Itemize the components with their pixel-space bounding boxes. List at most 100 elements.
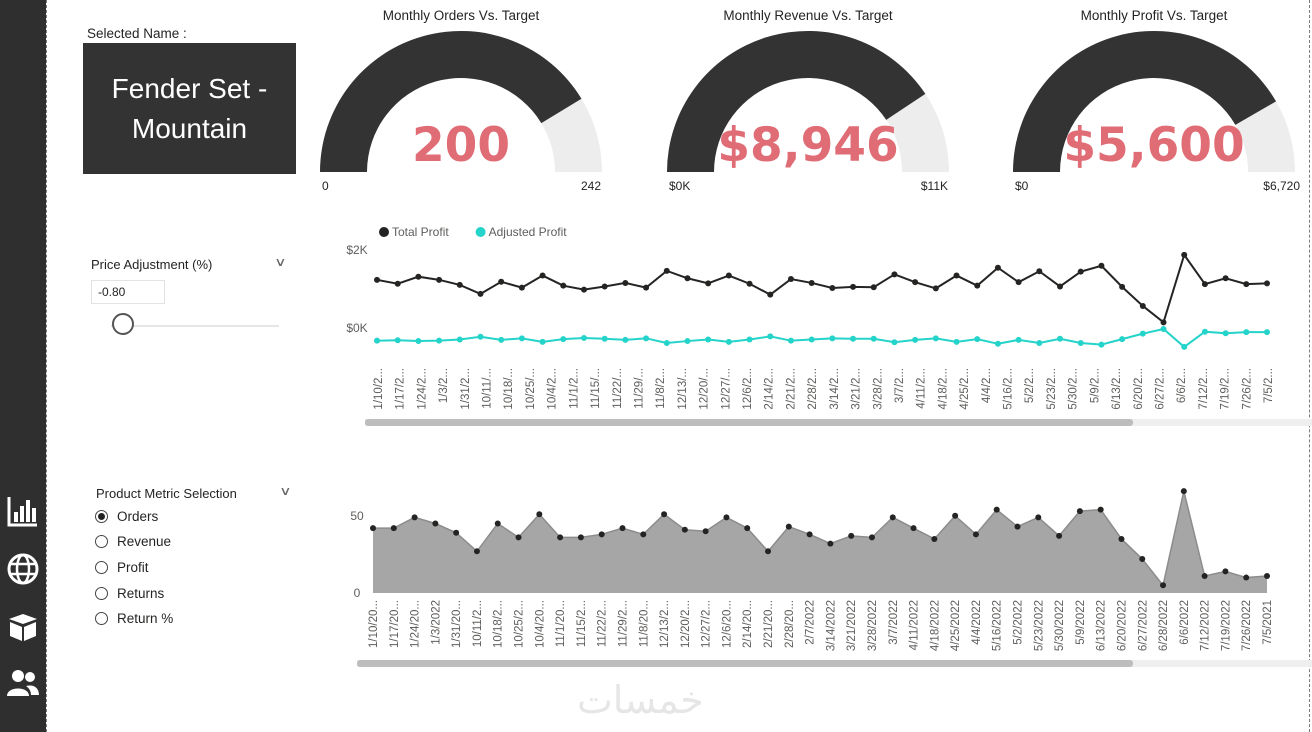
data-point[interactable]	[518, 284, 525, 291]
data-point[interactable]	[850, 335, 857, 342]
data-point[interactable]	[746, 336, 753, 343]
revenue-gauge[interactable]: Monthly Revenue Vs. Target $8,946 $0K $1…	[660, 0, 956, 200]
data-point[interactable]	[1118, 535, 1125, 542]
data-point[interactable]	[725, 272, 732, 279]
data-point[interactable]	[1201, 328, 1208, 335]
data-point[interactable]	[1160, 319, 1167, 326]
data-point[interactable]	[1014, 523, 1021, 530]
data-point[interactable]	[390, 525, 397, 532]
users-icon[interactable]	[6, 666, 40, 700]
data-point[interactable]	[1139, 330, 1146, 337]
data-point[interactable]	[415, 273, 422, 280]
box-icon[interactable]	[6, 610, 40, 644]
data-point[interactable]	[767, 291, 774, 298]
data-point[interactable]	[1222, 275, 1229, 282]
data-point[interactable]	[1160, 325, 1167, 332]
data-point[interactable]	[808, 336, 815, 343]
data-point[interactable]	[1160, 582, 1167, 589]
data-point[interactable]	[1201, 281, 1208, 288]
data-point[interactable]	[601, 283, 608, 290]
data-point[interactable]	[619, 525, 626, 532]
data-point[interactable]	[643, 284, 650, 291]
data-point[interactable]	[787, 337, 794, 344]
data-point[interactable]	[1057, 335, 1064, 342]
data-point[interactable]	[1139, 302, 1146, 309]
data-point[interactable]	[1036, 340, 1043, 347]
data-point[interactable]	[912, 336, 919, 343]
data-point[interactable]	[891, 271, 898, 278]
data-point[interactable]	[1119, 336, 1126, 343]
metric-option-returns[interactable]: Returns	[95, 583, 164, 603]
data-point[interactable]	[932, 335, 939, 342]
data-point[interactable]	[1098, 341, 1105, 348]
data-point[interactable]	[432, 520, 439, 527]
radio-button[interactable]	[95, 560, 108, 574]
data-point[interactable]	[539, 272, 546, 279]
data-point[interactable]	[622, 336, 629, 343]
area-chart-scrollbar[interactable]	[357, 660, 1133, 667]
data-point[interactable]	[456, 281, 463, 288]
globe-icon[interactable]	[6, 552, 40, 586]
data-point[interactable]	[723, 514, 730, 521]
data-point[interactable]	[1056, 532, 1063, 539]
data-point[interactable]	[702, 528, 709, 535]
data-point[interactable]	[725, 338, 732, 345]
data-point[interactable]	[456, 336, 463, 343]
data-point[interactable]	[473, 548, 480, 555]
data-point[interactable]	[1264, 280, 1270, 287]
data-point[interactable]	[932, 285, 939, 292]
data-point[interactable]	[1222, 568, 1229, 575]
data-point[interactable]	[539, 338, 546, 345]
data-point[interactable]	[870, 284, 877, 291]
data-point[interactable]	[808, 279, 815, 286]
data-point[interactable]	[498, 278, 505, 285]
data-point[interactable]	[498, 336, 505, 343]
radio-button[interactable]	[95, 535, 108, 549]
data-point[interactable]	[910, 525, 917, 532]
data-point[interactable]	[394, 337, 401, 344]
data-point[interactable]	[1077, 268, 1084, 275]
data-point[interactable]	[870, 335, 877, 342]
data-point[interactable]	[436, 276, 443, 283]
data-point[interactable]	[1035, 514, 1042, 521]
data-point[interactable]	[684, 275, 691, 282]
data-point[interactable]	[1015, 279, 1022, 286]
data-point[interactable]	[994, 340, 1001, 347]
data-point[interactable]	[912, 279, 919, 286]
chevron-down-icon[interactable]: ∨	[279, 484, 292, 498]
data-point[interactable]	[536, 511, 543, 518]
data-point[interactable]	[744, 525, 751, 532]
data-point[interactable]	[891, 339, 898, 346]
legend-label[interactable]: Total Profit	[392, 225, 449, 239]
data-point[interactable]	[1180, 488, 1187, 495]
data-point[interactable]	[1036, 268, 1043, 275]
legend-label[interactable]: Adjusted Profit	[489, 225, 568, 239]
data-point[interactable]	[598, 531, 605, 538]
data-point[interactable]	[577, 534, 584, 541]
metric-option-return[interactable]: Return %	[95, 609, 173, 629]
data-point[interactable]	[746, 280, 753, 287]
data-point[interactable]	[601, 335, 608, 342]
chevron-down-icon[interactable]: ∨	[274, 255, 287, 269]
data-point[interactable]	[560, 336, 567, 343]
data-point[interactable]	[787, 276, 794, 283]
price-slider-track[interactable]	[111, 325, 279, 327]
data-point[interactable]	[765, 548, 772, 555]
price-slider-thumb[interactable]	[112, 313, 134, 335]
data-point[interactable]	[953, 338, 960, 345]
profit-gauge[interactable]: Monthly Profit Vs. Target $5,600 $0 $6,7…	[1006, 0, 1302, 200]
data-point[interactable]	[1057, 283, 1064, 290]
data-point[interactable]	[494, 520, 501, 527]
data-point[interactable]	[931, 535, 938, 542]
data-point[interactable]	[829, 335, 836, 342]
data-point[interactable]	[560, 282, 567, 289]
data-point[interactable]	[477, 333, 484, 340]
data-point[interactable]	[974, 282, 981, 289]
data-point[interactable]	[580, 334, 587, 341]
data-point[interactable]	[994, 264, 1001, 271]
data-point[interactable]	[889, 514, 896, 521]
data-point[interactable]	[681, 526, 688, 533]
data-point[interactable]	[411, 514, 418, 521]
data-point[interactable]	[1119, 283, 1126, 290]
data-point[interactable]	[661, 511, 668, 518]
